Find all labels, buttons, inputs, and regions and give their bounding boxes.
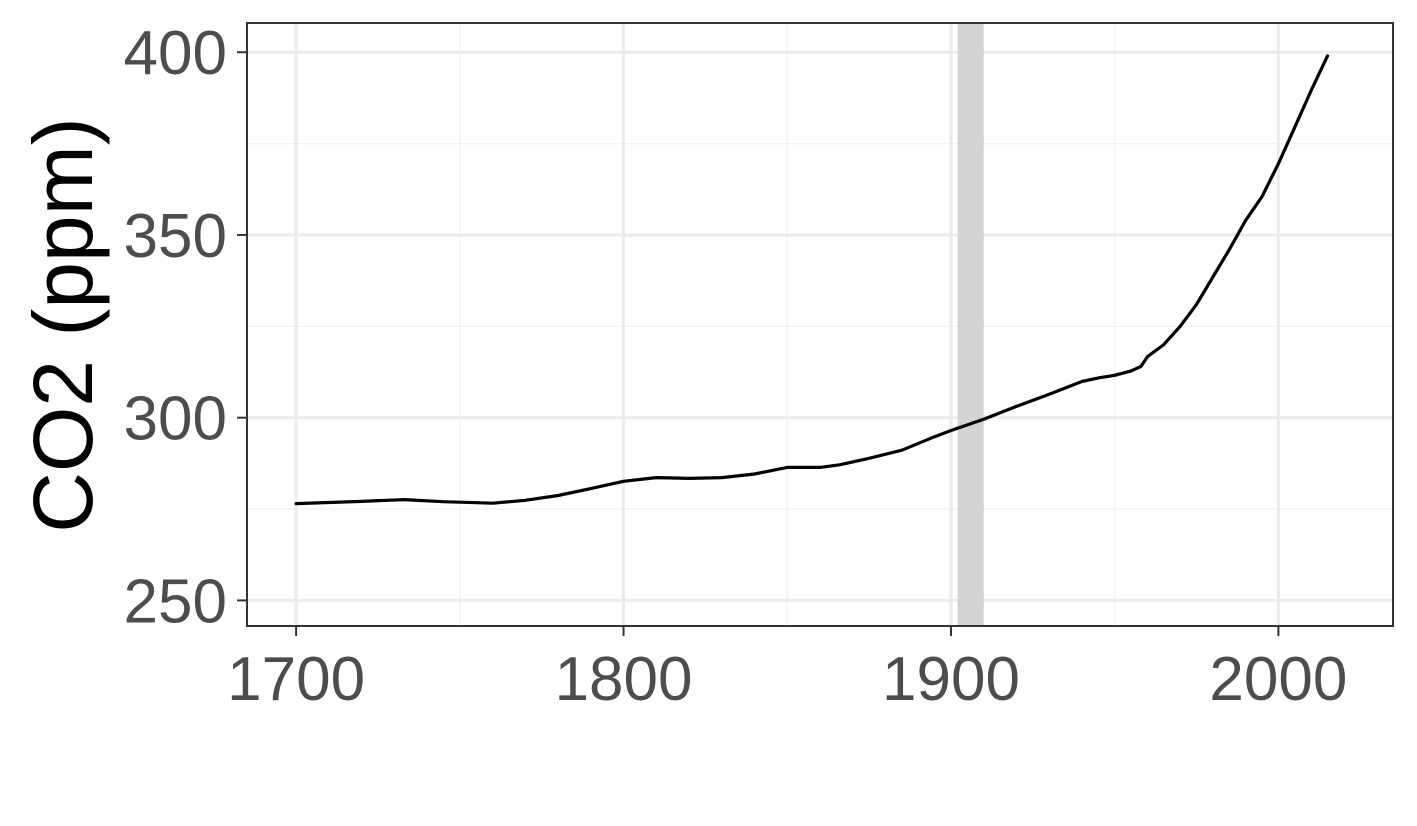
x-axis-tick-labels: 1700 1800 1900 2000 [227, 645, 1347, 714]
highlight-band [957, 24, 984, 625]
y-tick-label: 300 [124, 385, 227, 454]
series-layer [294, 54, 1330, 506]
x-tick-label: 1700 [227, 645, 365, 714]
axis-ticks [237, 51, 1280, 636]
y-tick-label: 350 [124, 202, 227, 271]
x-tick-label: 2000 [1209, 645, 1347, 714]
y-axis-title: CO2 (ppm) [16, 117, 110, 532]
y-tick-label: 400 [124, 19, 227, 88]
panel-border [246, 22, 1394, 627]
highlight-band-layer [957, 24, 984, 625]
x-tick-label: 1900 [882, 645, 1020, 714]
y-axis-tick-labels: 250 300 350 400 [124, 19, 227, 636]
major-gridlines [247, 23, 1393, 626]
co2-series-line [294, 54, 1330, 506]
plot-background [247, 23, 1393, 626]
minor-gridlines [247, 23, 1393, 626]
y-tick-label: 250 [124, 567, 227, 636]
x-tick-label: 1800 [555, 645, 693, 714]
